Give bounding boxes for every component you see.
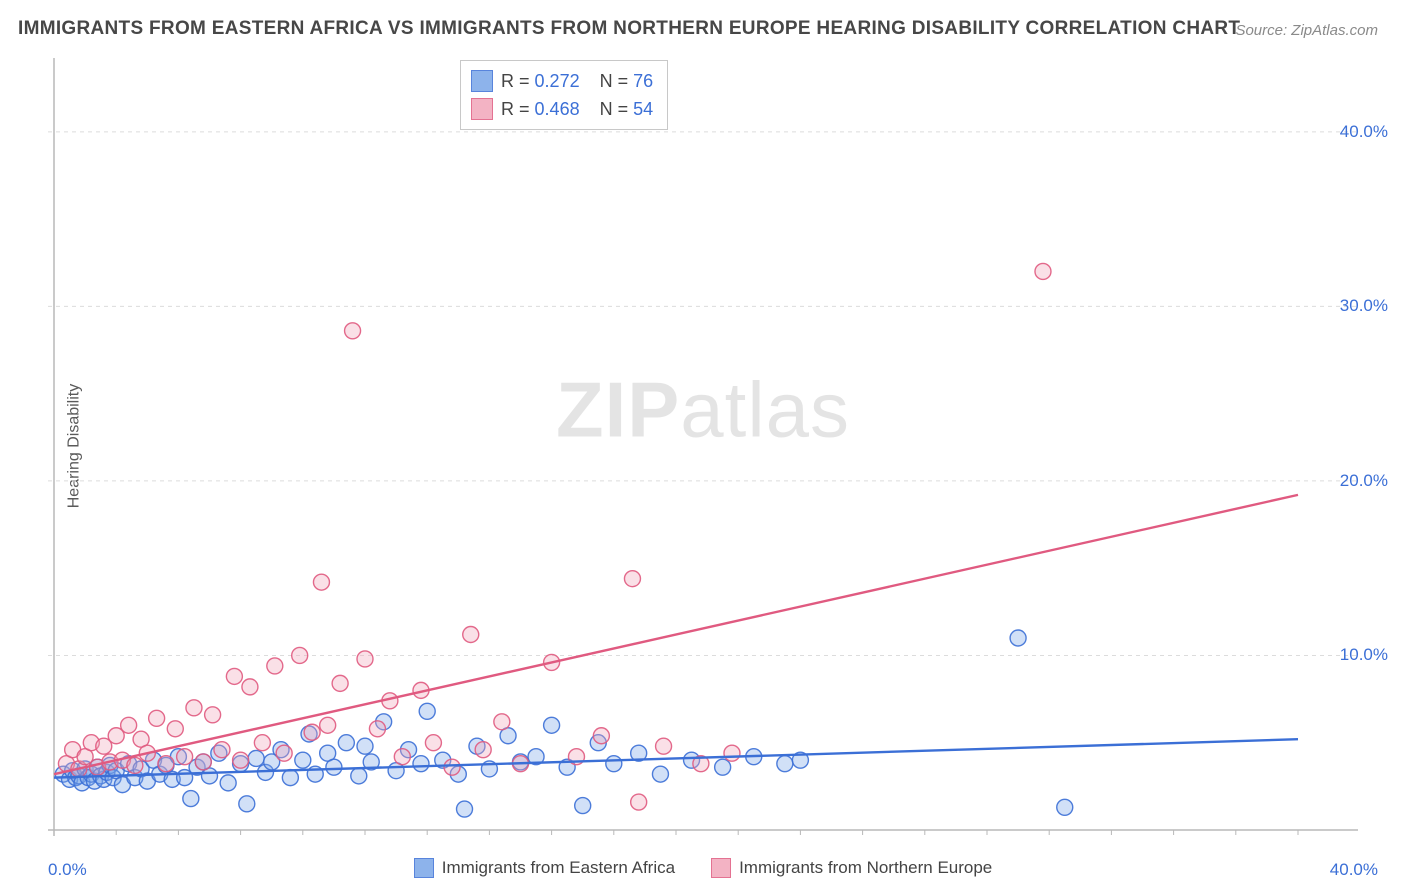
x-tick-0: 0.0% [48,860,87,880]
plot-area [48,58,1358,836]
y-tick-10: 10.0% [1340,645,1388,665]
legend-swatch-pink [471,98,493,120]
legend-eq: = [618,71,629,91]
y-tick-30: 30.0% [1340,296,1388,316]
y-tick-40: 40.0% [1340,122,1388,142]
legend-N-label: N [600,71,613,91]
legend-R-b: 0.468 [535,99,580,119]
legend-row-series-a: R = 0.272 N = 76 [471,67,653,95]
legend-swatch-blue [471,70,493,92]
series-legend-b: Immigrants from Northern Europe [711,858,992,878]
legend-text-b: R = 0.468 N = 54 [501,95,653,123]
legend-row-series-b: R = 0.468 N = 54 [471,95,653,123]
legend-R-label: R [501,71,514,91]
y-tick-20: 20.0% [1340,471,1388,491]
chart-title: IMMIGRANTS FROM EASTERN AFRICA VS IMMIGR… [18,18,1240,40]
source-label: Source: ZipAtlas.com [1235,22,1378,39]
legend-eq: = [519,99,530,119]
legend-N-a: 76 [633,71,653,91]
series-b-name: Immigrants from Northern Europe [739,858,992,878]
legend-eq: = [519,71,530,91]
x-tick-40: 40.0% [1330,860,1378,880]
legend-text-a: R = 0.272 N = 76 [501,67,653,95]
series-a-name: Immigrants from Eastern Africa [442,858,675,878]
series-legend: Immigrants from Eastern Africa Immigrant… [0,858,1406,878]
legend-R-a: 0.272 [535,71,580,91]
legend-swatch-pink [711,858,731,878]
series-legend-a: Immigrants from Eastern Africa [414,858,675,878]
legend-N-b: 54 [633,99,653,119]
correlation-legend: R = 0.272 N = 76 R = 0.468 N = 54 [460,60,668,130]
legend-eq: = [618,99,629,119]
legend-swatch-blue [414,858,434,878]
legend-N-label: N [600,99,613,119]
scatter-chart [48,58,1358,836]
legend-R-label: R [501,99,514,119]
